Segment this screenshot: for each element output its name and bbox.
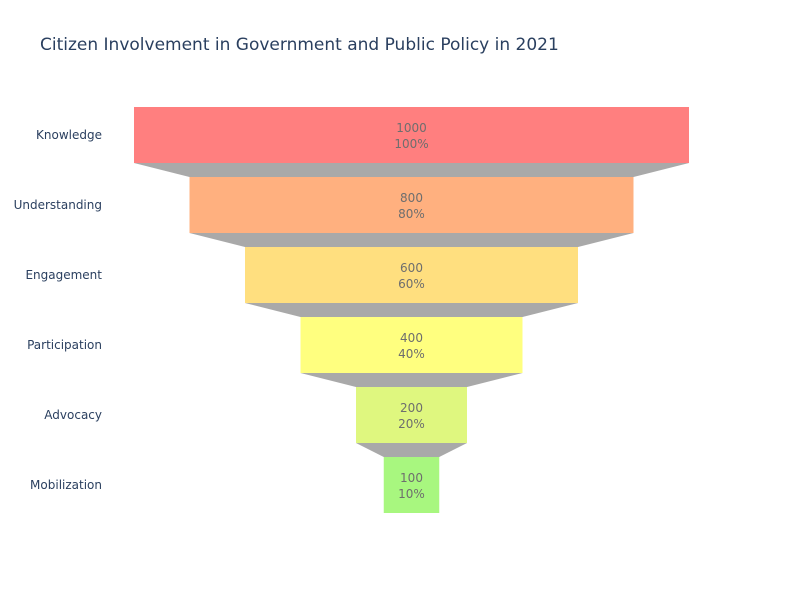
bar-value-label: 600 <box>400 261 423 275</box>
funnel-bar-advocacy[interactable] <box>356 387 467 443</box>
bar-layer <box>134 107 689 513</box>
funnel-connector <box>300 373 523 387</box>
category-tick-label: Engagement <box>25 268 102 282</box>
funnel-connector <box>134 163 689 177</box>
bar-value-label: 400 <box>400 331 423 345</box>
bar-value-label: 200 <box>400 401 423 415</box>
category-tick-label: Knowledge <box>36 128 102 142</box>
funnel-connector <box>245 303 578 317</box>
funnel-connector <box>189 233 634 247</box>
bar-percent-label: 20% <box>398 417 425 431</box>
funnel-bar-participation[interactable] <box>300 317 523 373</box>
funnel-bar-knowledge[interactable] <box>134 107 689 163</box>
funnel-bar-engagement[interactable] <box>245 247 578 303</box>
chart-title: Citizen Involvement in Government and Pu… <box>40 35 559 55</box>
bar-value-label: 800 <box>400 191 423 205</box>
bar-percent-label: 10% <box>398 487 425 501</box>
bar-percent-label: 100% <box>394 137 428 151</box>
bar-percent-label: 40% <box>398 347 425 361</box>
funnel-bar-understanding[interactable] <box>189 177 634 233</box>
category-tick-label: Participation <box>27 338 102 352</box>
connector-layer <box>134 163 689 457</box>
category-tick-label: Mobilization <box>30 478 102 492</box>
bar-value-label: 1000 <box>396 121 427 135</box>
bar-percent-label: 60% <box>398 277 425 291</box>
category-tick-label: Advocacy <box>44 408 102 422</box>
funnel-bar-mobilization[interactable] <box>383 457 440 513</box>
category-axis: Knowledge Understanding Engagement Particip… <box>14 128 103 492</box>
bar-value-label: 100 <box>400 471 423 485</box>
funnel-connector <box>356 443 467 457</box>
category-tick-label: Understanding <box>14 198 102 212</box>
bar-percent-label: 80% <box>398 207 425 221</box>
value-labels-layer: 1000 100% 800 80% 600 60% 400 40% 200 20% 100 10% <box>394 121 428 501</box>
